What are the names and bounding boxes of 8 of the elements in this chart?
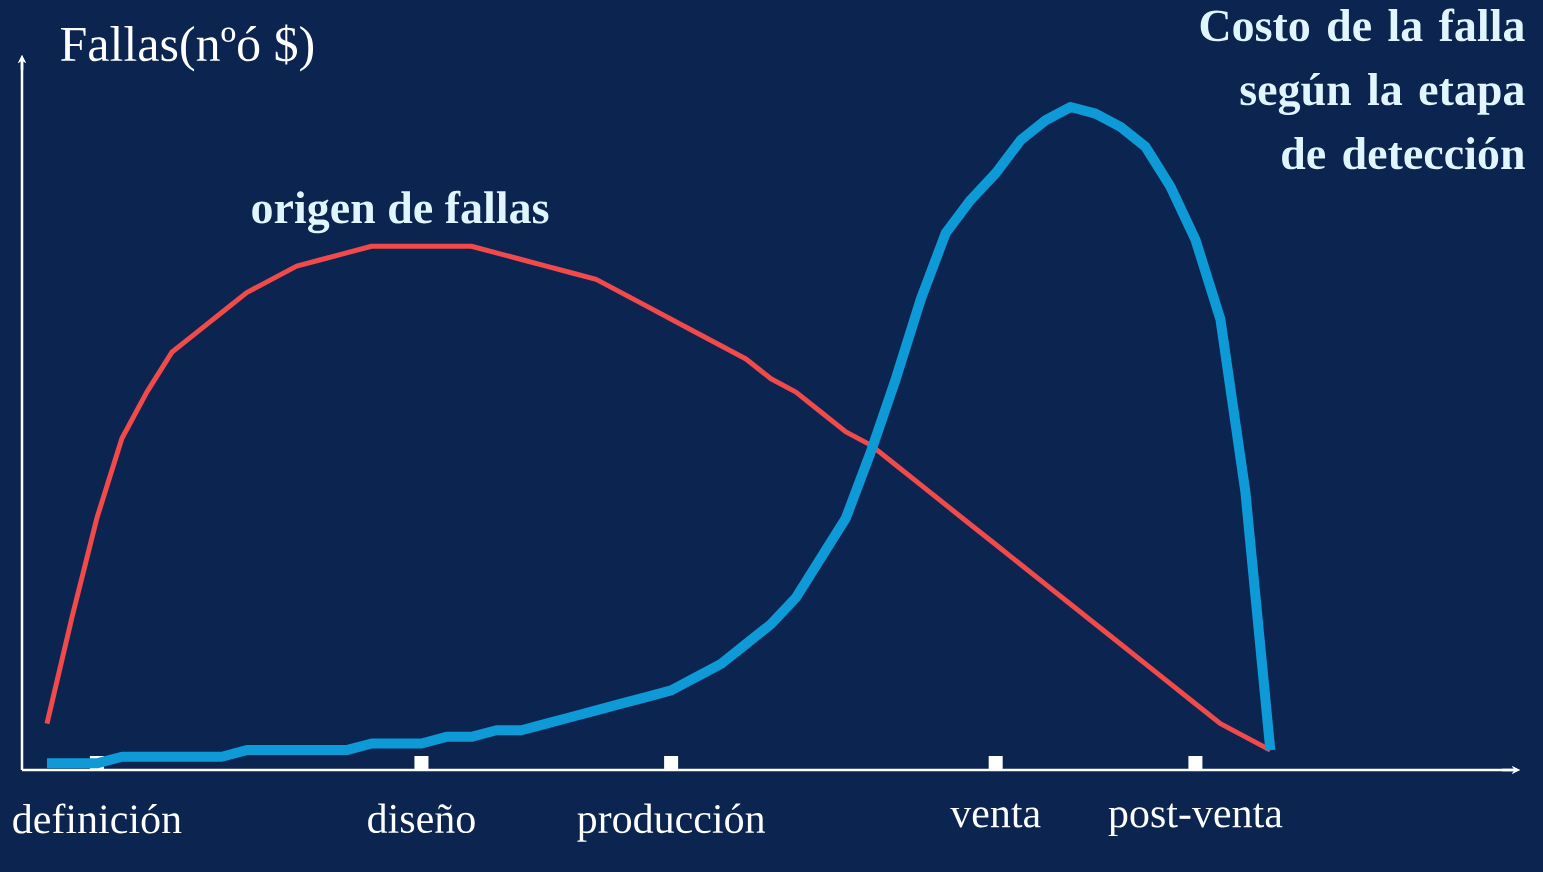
x-tick-label: definición: [13, 803, 182, 834]
x-tick-label: diseño: [368, 803, 475, 834]
x-tick-label: post-venta: [1108, 803, 1283, 837]
x-tick-label: venta: [950, 803, 1041, 828]
x-tick-label: producción: [577, 803, 765, 842]
y-axis-title: Fallas(nºó $): [60, 24, 314, 72]
series-label: Costo de la falla según la etapa de detección: [1200, 8, 1525, 170]
series-label: origen de fallas: [252, 190, 549, 234]
